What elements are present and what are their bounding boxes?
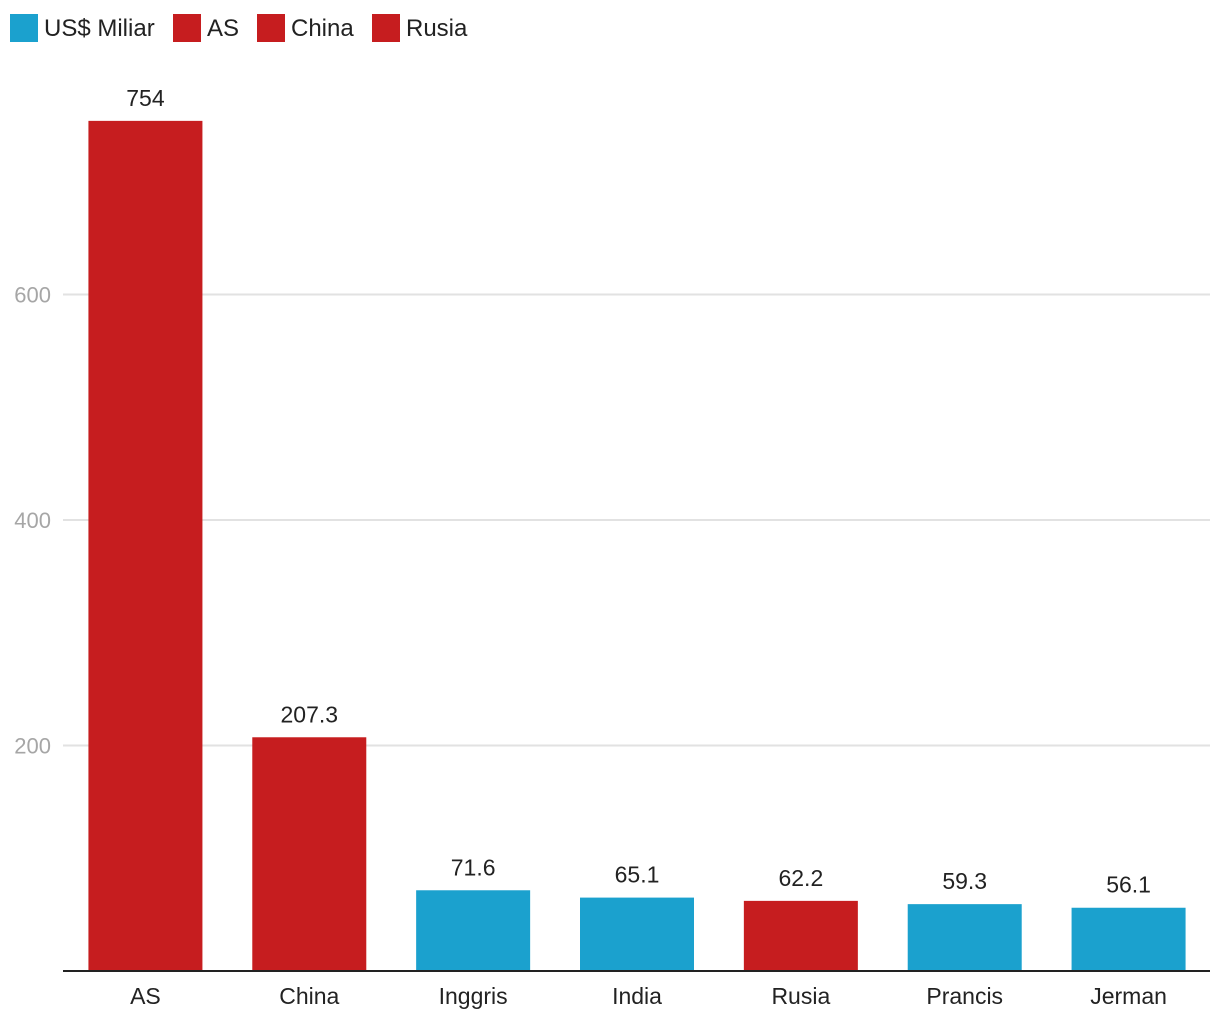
x-tick-label-india: India: [612, 983, 662, 1009]
value-label-as: 754: [126, 85, 165, 111]
y-tick-label-600: 600: [14, 283, 51, 308]
bar-china: [252, 737, 367, 971]
legend-label-1: AS: [207, 15, 239, 42]
bar-india: [580, 897, 694, 971]
value-label-china: 207.3: [281, 701, 339, 727]
legend-label-2: China: [291, 15, 354, 42]
bar-rusia: [743, 900, 858, 971]
legend-swatch-3: [372, 14, 400, 42]
y-axis-ticks: 200 400 600: [14, 283, 51, 759]
value-labels: 754 207.3 71.6 65.1 62.2 59.3 56.1: [126, 85, 1151, 898]
value-label-inggris: 71.6: [451, 854, 496, 880]
legend-swatch-2: [257, 14, 285, 42]
legend-label-0: US$ Miliar: [44, 15, 155, 42]
y-tick-label-400: 400: [14, 508, 51, 533]
x-tick-label-rusia: Rusia: [771, 983, 830, 1009]
value-label-india: 65.1: [615, 862, 660, 888]
x-tick-label-as: AS: [130, 983, 161, 1009]
legend-swatch-0: [10, 14, 38, 42]
bar-inggris: [416, 890, 531, 971]
x-tick-label-inggris: Inggris: [439, 983, 508, 1009]
x-tick-label-jerman: Jerman: [1090, 983, 1167, 1009]
bar-prancis: [907, 904, 1022, 971]
bar-jerman: [1071, 907, 1186, 971]
value-label-jerman: 56.1: [1106, 872, 1151, 898]
bar-as: [88, 120, 203, 972]
legend: US$ Miliar AS China Rusia: [10, 14, 468, 42]
x-tick-label-prancis: Prancis: [926, 983, 1003, 1009]
x-axis-labels: AS China Inggris India Rusia Prancis Jerman: [130, 983, 1167, 1009]
gridlines: [63, 293, 1210, 747]
legend-label-3: Rusia: [406, 15, 468, 42]
value-label-rusia: 62.2: [778, 865, 823, 891]
y-tick-label-200: 200: [14, 734, 51, 759]
legend-swatch-1: [173, 14, 201, 42]
x-tick-label-china: China: [279, 983, 339, 1009]
value-label-prancis: 59.3: [942, 868, 987, 894]
bars: [88, 120, 1186, 972]
